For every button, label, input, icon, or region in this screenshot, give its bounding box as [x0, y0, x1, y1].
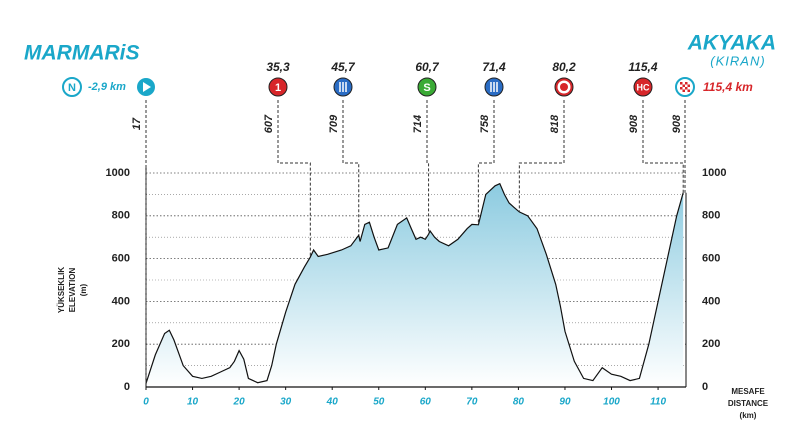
waypoint-icon-text: 1: [275, 82, 281, 94]
y-axis-label: YÜKSEKLIK: [57, 267, 66, 313]
waypoint-connector: [342, 100, 360, 236]
y2-tick-label: 1000: [702, 167, 726, 179]
fork-icon: [339, 82, 347, 92]
start-name: MARMARiS: [24, 42, 140, 65]
flower-icon: [560, 83, 568, 91]
waypoint-icon-text: S: [423, 82, 430, 94]
x-tick-label: 20: [233, 397, 246, 408]
waypoint-elevation: 709: [328, 114, 340, 133]
y-tick-label: 0: [124, 381, 130, 393]
finish-flag-cell: [685, 87, 688, 90]
finish-name: AKYAKA: [687, 32, 776, 55]
start-play-arrow: [143, 82, 151, 92]
y-tick-label: 1000: [106, 167, 130, 179]
x-tick-label: 70: [466, 397, 478, 408]
waypoint-km: 45,7: [330, 60, 356, 74]
x-tick-label: 30: [280, 397, 292, 408]
finish-subname: (KIRAN): [710, 53, 765, 68]
waypoint-km: 60,7: [415, 60, 440, 74]
waypoint-elevation: 818: [549, 114, 561, 133]
finish-flag-cell: [685, 82, 688, 85]
x-tick-label: 80: [513, 397, 525, 408]
x-tick-label: 50: [373, 397, 385, 408]
y2-tick-label: 800: [702, 210, 720, 222]
x-axis-label: (km): [740, 411, 757, 420]
waypoint-elevation: 758: [479, 114, 491, 133]
waypoint-km: 71,4: [482, 60, 506, 74]
y2-tick-label: 600: [702, 253, 720, 265]
waypoint-km: 35,3: [266, 60, 290, 74]
finish-flag-cell: [682, 84, 685, 87]
y-tick-label: 200: [112, 338, 130, 350]
x-tick-label: 10: [187, 397, 199, 408]
x-tick-label: 90: [559, 397, 571, 408]
waypoint-icon-text: HC: [637, 82, 650, 92]
start-distance: -2,9 km: [88, 81, 126, 93]
x-tick-label: 100: [603, 397, 620, 408]
x-axis-label: MESAFE: [731, 387, 765, 396]
y2-tick-label: 0: [702, 381, 708, 393]
y-tick-label: 600: [112, 253, 130, 265]
waypoint-icon: [417, 77, 437, 97]
x-tick-label: 0: [143, 397, 149, 408]
start-elevation: 17: [131, 117, 143, 130]
elevation-area: [146, 183, 684, 387]
x-tick-label: 110: [650, 397, 666, 408]
finish-flag-cell: [682, 89, 685, 92]
y2-tick-label: 200: [702, 338, 720, 350]
y-axis-label: (m): [79, 283, 88, 296]
waypoint-elevation: 908: [628, 114, 640, 133]
x-tick-label: 40: [326, 397, 339, 408]
waypoint-connector: [642, 100, 684, 193]
x-axis-label: DISTANCE: [728, 399, 769, 408]
y-axis-label: ELEVATION: [68, 267, 77, 312]
waypoint-elevation: 714: [412, 115, 424, 133]
waypoint-connector: [277, 100, 311, 258]
fork-icon: [490, 82, 498, 92]
waypoint-connector: [477, 100, 495, 225]
waypoint-km: 115,4: [628, 60, 657, 74]
finish-distance: 115,4 km: [703, 80, 753, 94]
waypoint-km: 80,2: [552, 60, 576, 74]
y-tick-label: 400: [112, 295, 130, 307]
x-tick-label: 60: [420, 397, 432, 408]
elevation-line: [145, 182, 684, 384]
finish-elevation: 908: [671, 114, 683, 133]
finish-flag-cell: [687, 89, 690, 92]
waypoint-icon: [633, 77, 653, 97]
y2-tick-label: 400: [702, 295, 720, 307]
finish-flag-cell: [680, 82, 683, 85]
y-tick-label: 800: [112, 210, 130, 222]
waypoint-elevation: 607: [263, 114, 275, 133]
waypoint-connector: [518, 100, 565, 212]
finish-flag-cell: [680, 87, 683, 90]
finish-flag-cell: [687, 84, 690, 87]
start-icon: [62, 77, 82, 97]
start-icon-text: N: [68, 82, 76, 94]
waypoint-connector: [426, 100, 430, 235]
waypoint-icon: [268, 77, 288, 97]
